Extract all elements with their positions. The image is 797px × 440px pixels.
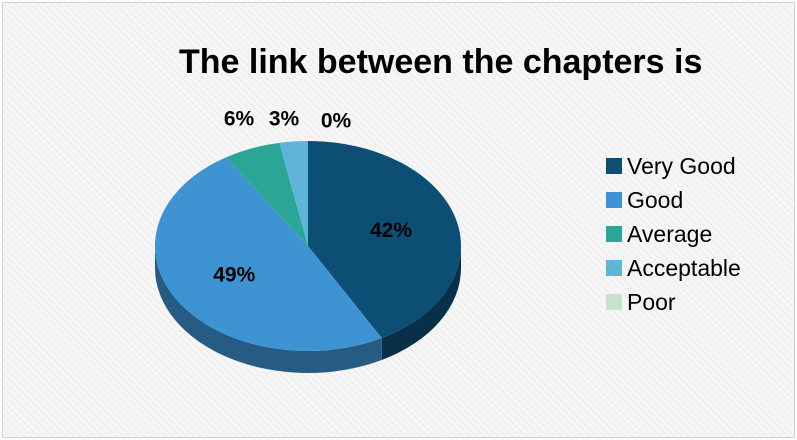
pie-side-very-good [381,246,461,361]
pie-slice-average [226,142,308,246]
pie-slice-acceptable [279,141,308,246]
chart-title: The link between the chapters is [179,43,703,81]
pie-chart: 42% 49% 6% 3% 0% [154,108,462,373]
pie-side-good [154,246,382,373]
legend-label: Acceptable [627,254,741,281]
legend-item-very-good: Very Good [606,149,741,183]
data-label-good: 49% [213,263,255,286]
legend-label: Poor [627,288,676,315]
chart-legend: Very Good Good Average Acceptable Poor [606,149,741,319]
legend-swatch [606,294,622,310]
legend-item-good: Good [606,183,741,217]
legend-swatch [606,260,622,276]
legend-label: Average [627,220,713,247]
legend-label: Good [627,186,684,213]
legend-swatch [606,226,622,242]
data-label-acceptable: 3% [269,108,300,131]
legend-label: Very Good [627,152,736,179]
legend-item-average: Average [606,217,741,251]
data-label-poor: 0% [321,110,352,133]
legend-swatch [606,192,622,208]
legend-item-poor: Poor [606,285,741,319]
pie-slice-very-good [308,141,462,339]
data-label-average: 6% [224,108,255,131]
legend-swatch [606,158,622,174]
pie-slice-good [154,157,382,352]
legend-item-acceptable: Acceptable [606,251,741,285]
data-label-very-good: 42% [370,219,412,242]
